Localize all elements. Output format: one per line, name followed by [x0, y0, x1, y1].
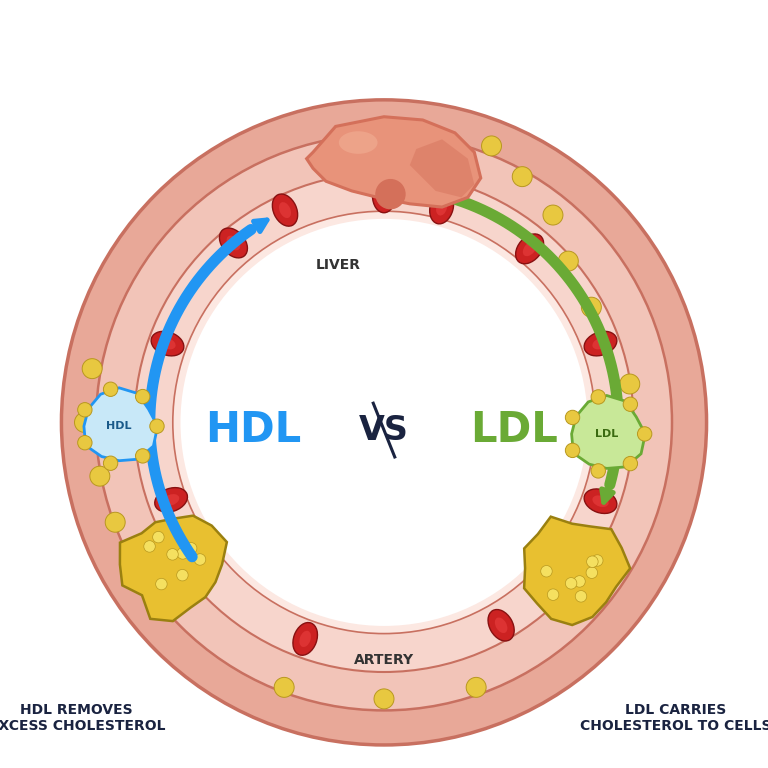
Circle shape: [581, 297, 601, 317]
Ellipse shape: [515, 234, 544, 263]
Ellipse shape: [592, 495, 609, 507]
Ellipse shape: [372, 179, 396, 213]
Polygon shape: [571, 396, 645, 468]
Ellipse shape: [300, 631, 311, 647]
Circle shape: [194, 554, 206, 565]
Text: LIVER: LIVER: [316, 258, 360, 272]
Circle shape: [548, 589, 559, 601]
Text: LDL: LDL: [471, 409, 558, 451]
Circle shape: [623, 456, 637, 471]
Circle shape: [177, 569, 188, 581]
Circle shape: [565, 410, 580, 425]
Circle shape: [156, 578, 167, 590]
Text: VS: VS: [359, 414, 409, 446]
Polygon shape: [410, 139, 475, 197]
Circle shape: [586, 567, 598, 578]
Ellipse shape: [151, 331, 184, 356]
Circle shape: [78, 402, 92, 417]
Text: HDL REMOVES
EXCESS CHOLESTEROL: HDL REMOVES EXCESS CHOLESTEROL: [0, 703, 165, 733]
Polygon shape: [120, 515, 227, 621]
Ellipse shape: [584, 331, 617, 356]
Circle shape: [574, 576, 585, 588]
Circle shape: [78, 435, 92, 450]
Ellipse shape: [523, 241, 536, 257]
Circle shape: [134, 173, 634, 672]
Ellipse shape: [584, 489, 617, 514]
Circle shape: [466, 677, 486, 697]
Polygon shape: [84, 388, 157, 461]
Ellipse shape: [488, 610, 515, 641]
Text: HDL: HDL: [106, 421, 132, 432]
Circle shape: [177, 548, 188, 559]
Circle shape: [153, 531, 164, 543]
Ellipse shape: [436, 199, 447, 216]
Ellipse shape: [495, 617, 508, 633]
Circle shape: [482, 136, 502, 156]
Circle shape: [173, 211, 595, 634]
Ellipse shape: [592, 338, 609, 349]
Circle shape: [587, 556, 598, 568]
Circle shape: [637, 427, 652, 441]
Circle shape: [135, 449, 150, 463]
Text: LDL: LDL: [595, 429, 618, 439]
Ellipse shape: [163, 494, 179, 505]
Circle shape: [591, 554, 603, 566]
Circle shape: [374, 689, 394, 709]
Polygon shape: [524, 517, 631, 625]
Circle shape: [150, 419, 164, 433]
Circle shape: [104, 382, 118, 396]
Circle shape: [565, 578, 577, 589]
Ellipse shape: [159, 338, 176, 349]
Circle shape: [167, 548, 178, 560]
Circle shape: [376, 180, 405, 209]
Ellipse shape: [279, 202, 291, 218]
Ellipse shape: [293, 623, 317, 655]
Text: ARTERY: ARTERY: [354, 654, 414, 667]
Circle shape: [74, 412, 94, 432]
Text: HDL: HDL: [205, 409, 302, 451]
Circle shape: [144, 541, 155, 552]
Circle shape: [96, 134, 672, 710]
Ellipse shape: [227, 236, 240, 250]
Circle shape: [105, 512, 125, 532]
Circle shape: [623, 397, 637, 412]
Circle shape: [543, 205, 563, 225]
Ellipse shape: [220, 228, 247, 258]
Circle shape: [104, 456, 118, 471]
Circle shape: [541, 565, 552, 577]
Circle shape: [90, 466, 110, 486]
Circle shape: [575, 591, 587, 602]
Circle shape: [135, 389, 150, 404]
Circle shape: [512, 167, 532, 187]
Ellipse shape: [379, 187, 389, 204]
Ellipse shape: [273, 194, 298, 226]
Ellipse shape: [154, 488, 187, 512]
Circle shape: [591, 464, 605, 478]
Circle shape: [558, 251, 578, 271]
Ellipse shape: [339, 131, 378, 154]
Circle shape: [61, 100, 707, 745]
Circle shape: [604, 435, 624, 455]
Polygon shape: [306, 117, 481, 207]
Ellipse shape: [429, 190, 454, 223]
Text: LDL CARRIES
CHOLESTEROL TO CELLS: LDL CARRIES CHOLESTEROL TO CELLS: [580, 703, 768, 733]
Circle shape: [82, 359, 102, 379]
Circle shape: [185, 542, 197, 554]
Circle shape: [274, 677, 294, 697]
Circle shape: [591, 389, 605, 404]
Circle shape: [180, 219, 588, 626]
Circle shape: [620, 374, 640, 394]
Circle shape: [565, 443, 580, 458]
